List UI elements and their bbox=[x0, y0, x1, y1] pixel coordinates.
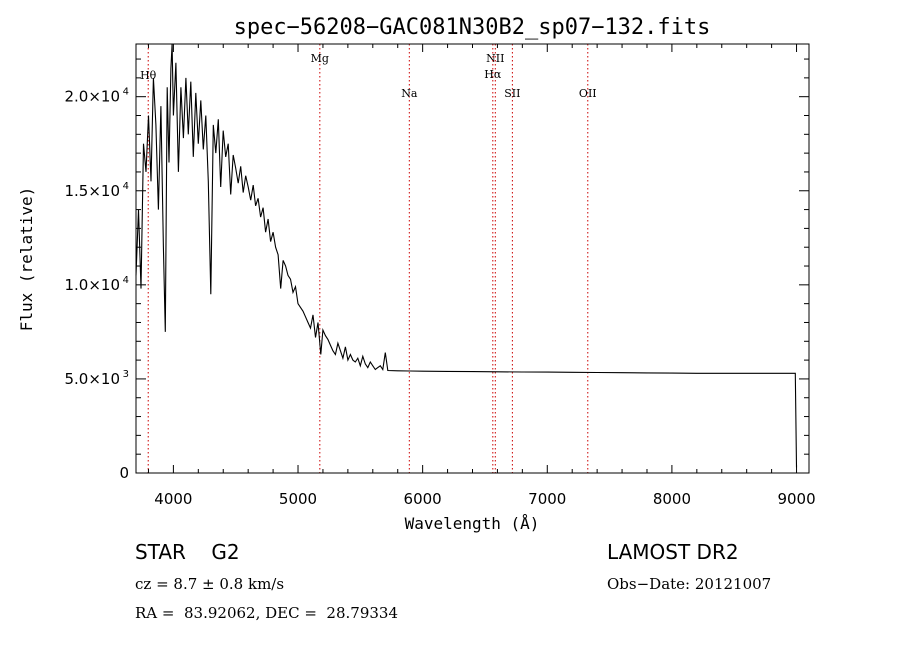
object-class: STAR G2 bbox=[135, 540, 240, 564]
y-axis-label: Flux (relative) bbox=[17, 187, 36, 332]
line-label-1: Mg bbox=[311, 52, 329, 65]
y-tick-label-4: 2.0×10 bbox=[64, 88, 120, 106]
y-tick-label-3: 1.5×10 bbox=[64, 182, 120, 200]
x-tick-label-2: 6000 bbox=[404, 490, 442, 508]
line-label-2: Na bbox=[401, 87, 418, 100]
spectrum-line bbox=[135, 43, 798, 468]
y-tick-label-0: 0 bbox=[119, 464, 129, 482]
y-tick-exponent-4: 4 bbox=[123, 87, 129, 98]
x-tick-label-5: 9000 bbox=[777, 490, 815, 508]
coordinates-info: RA = 83.92062, DEC = 28.79334 bbox=[135, 604, 399, 622]
y-tick-exponent-2: 4 bbox=[123, 275, 129, 286]
y-tick-exponent-3: 4 bbox=[123, 181, 129, 192]
redshift-info: cz = 8.7 ± 0.8 km/s bbox=[135, 575, 285, 593]
line-label-6: OII bbox=[579, 87, 597, 100]
x-tick-label-3: 7000 bbox=[528, 490, 566, 508]
survey-name: LAMOST DR2 bbox=[607, 540, 739, 564]
observation-date: Obs−Date: 20121007 bbox=[607, 575, 772, 593]
x-tick-label-1: 5000 bbox=[279, 490, 317, 508]
x-axis-label: Wavelength (Å) bbox=[405, 514, 540, 533]
x-tick-label-0: 4000 bbox=[154, 490, 192, 508]
line-label-5: SII bbox=[504, 87, 520, 100]
y-tick-exponent-1: 3 bbox=[123, 369, 129, 380]
plot-frame bbox=[135, 43, 810, 474]
line-label-0: Hθ bbox=[140, 69, 157, 82]
x-tick-label-4: 8000 bbox=[653, 490, 691, 508]
line-label-4: Hα bbox=[484, 68, 502, 81]
y-tick-label-1: 5.0×10 bbox=[64, 370, 120, 388]
chart-title: spec−56208−GAC081N30B2_sp07−132.fits bbox=[234, 15, 711, 40]
line-label-3: NII bbox=[486, 52, 504, 65]
y-tick-label-2: 1.0×10 bbox=[64, 276, 120, 294]
